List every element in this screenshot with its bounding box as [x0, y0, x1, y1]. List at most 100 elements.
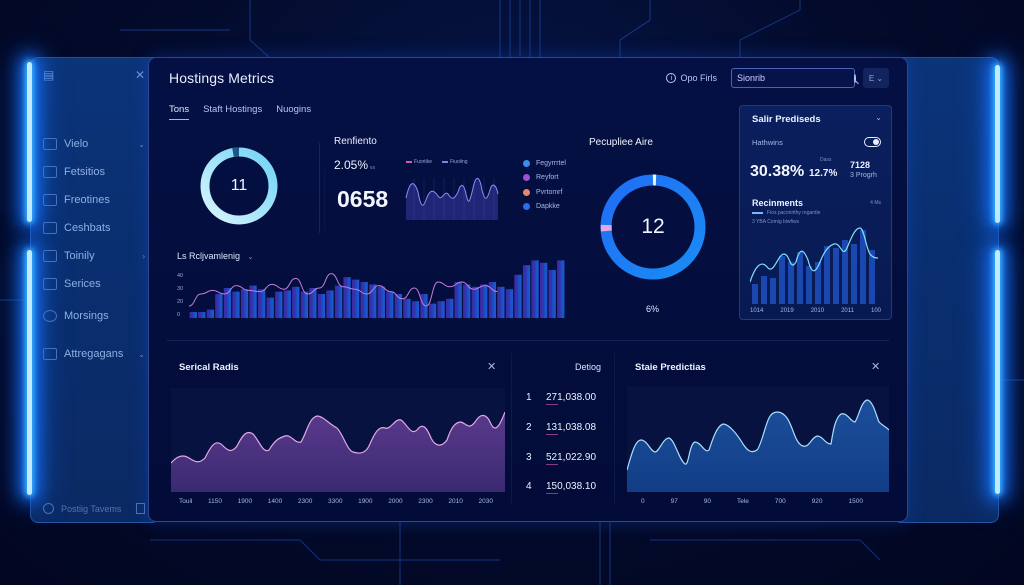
search-box[interactable]: [731, 68, 856, 88]
section-right-label: 4 Ms: [870, 200, 881, 206]
bar: [240, 289, 249, 318]
sidebar-item-ceshbats[interactable]: Ceshbats: [43, 214, 145, 242]
sidebar-footer[interactable]: Postiig Tavems: [43, 503, 145, 514]
chevron-down-icon[interactable]: ⌄: [138, 139, 145, 149]
rendimiento-card: Renfiento 2.05% vs 0658 Fuortike Fiuoling: [326, 136, 576, 231]
x-tick: 1900: [358, 498, 373, 505]
legend-item: Pvrtomrf: [523, 185, 566, 200]
close-icon[interactable]: ✕: [487, 361, 497, 373]
x-tick: 700: [774, 498, 786, 505]
bar: [454, 282, 462, 318]
x-tick: 1014: [750, 308, 764, 314]
row-rank: 3: [526, 452, 532, 463]
language-dropdown[interactable]: E ⌄: [863, 68, 889, 88]
sidebar-item-label: Morsings: [64, 310, 109, 322]
bar: [275, 291, 283, 318]
right-label: 3 Progrh: [850, 172, 877, 179]
row-value: 521,022.90: [546, 452, 597, 465]
bar: [488, 282, 496, 318]
legend-label: Fiuoling: [450, 159, 468, 165]
sidebar-item-toinily[interactable]: Toinily ›: [43, 242, 145, 270]
language-label: E: [868, 73, 875, 83]
bar: [480, 284, 488, 318]
rendimiento-percent: 2.05% vs: [334, 158, 375, 172]
gear-icon: [43, 348, 57, 360]
bar: [531, 260, 539, 318]
bar: [206, 309, 214, 318]
mini-chart-legend: Fuortike Fiuoling: [406, 159, 468, 165]
chevron-down-icon[interactable]: ⌄: [138, 349, 145, 359]
chevron-down-icon[interactable]: ⌄: [875, 113, 882, 122]
tab-tons[interactable]: Tons: [169, 104, 190, 120]
section-title: Recinments: [752, 198, 804, 208]
bar: [437, 301, 445, 318]
bar: [540, 262, 548, 318]
bar: [292, 286, 300, 318]
bar: [189, 312, 197, 318]
x-tick: Tele: [736, 498, 749, 505]
x-tick: 100: [870, 308, 881, 314]
search-input[interactable]: [737, 73, 854, 83]
x-tick: 920: [811, 498, 823, 505]
chevron-down-icon: ⌄: [247, 254, 254, 261]
main-window: Hostings Metrics Tons Staft Hostings Nuo…: [148, 57, 908, 522]
left-glow-bar-bottom: [27, 250, 32, 495]
x-tick: Touil: [179, 498, 193, 505]
legend-line: [752, 212, 763, 214]
bar: [198, 312, 206, 318]
x-tick: 2010: [810, 308, 825, 314]
sidebar-item-morsings[interactable]: Morsings: [43, 302, 145, 330]
right-side-panel: [893, 57, 999, 523]
sidebar-item-fetsitios[interactable]: Fetsitios: [43, 158, 145, 186]
info-icon: i: [666, 73, 677, 83]
close-icon[interactable]: ✕: [871, 361, 881, 373]
bar: [334, 285, 343, 318]
list-item[interactable]: 1 271,038.00: [526, 392, 597, 405]
sidebar-item-label: Freotines: [64, 194, 110, 206]
mini-line-chart: [405, 177, 499, 220]
bar: [283, 290, 291, 318]
sidebar-item-freotines[interactable]: Freotines: [43, 186, 145, 214]
tab-bar: Tons Staft Hostings Nuogins: [169, 104, 311, 120]
legend-item: Fuortike: [406, 159, 432, 165]
bar: [548, 270, 556, 318]
bar: [463, 284, 471, 318]
x-tick: 1400: [267, 498, 283, 505]
tab-nuogins[interactable]: Nuogins: [276, 104, 312, 115]
divider: [511, 353, 512, 503]
row-value: 271,038.00: [546, 392, 597, 405]
chevron-right-icon[interactable]: ›: [142, 251, 145, 261]
help-link[interactable]: i Opo Firls: [666, 73, 717, 83]
percent-value: 2.05%: [334, 158, 369, 172]
mid-label: Dass: [820, 157, 832, 163]
page-title: Hostings Metrics: [169, 70, 275, 86]
sidebar-item-attregagans[interactable]: Attregagans ⌄: [43, 340, 145, 368]
toggle-switch[interactable]: [864, 137, 881, 147]
list-item[interactable]: 2 131,038.08: [526, 422, 596, 435]
bar: [522, 265, 531, 318]
bar: [352, 279, 360, 318]
serical-radis-area-chart: [171, 388, 505, 492]
row-rank: 4: [526, 481, 532, 492]
section-divider: [167, 340, 889, 341]
divider: [324, 170, 325, 230]
bars-panel-dropdown[interactable]: Ls Rcljvamlenig ⌄: [177, 251, 253, 261]
list-item[interactable]: 4 150,038.10: [526, 481, 596, 494]
settings-circle-icon: [43, 503, 54, 514]
bar: [343, 277, 351, 318]
sidebar-item-serices[interactable]: Serices: [43, 270, 145, 298]
close-icon[interactable]: ✕: [134, 68, 145, 82]
document-icon[interactable]: [136, 503, 145, 514]
sidebar-item-vielo[interactable]: Vielo ⌄: [43, 130, 145, 158]
recinments-x-axis: 1014 2019 2010 2011 100: [750, 308, 881, 314]
sidebar-item-label: Fetsitios: [64, 166, 105, 178]
layout-icon[interactable]: ▤: [43, 68, 55, 82]
legend-item: Fegyrrrtel: [523, 156, 566, 171]
stale-predictions-x-axis: 0 97 90 Tele 700 920 1500: [641, 498, 863, 505]
legend-label: Fegyrrrtel: [536, 159, 566, 167]
bars-panel-title: Ls Rcljvamlenig: [177, 251, 241, 261]
tab-staft-hostings[interactable]: Staft Hostings: [203, 104, 263, 115]
list-item[interactable]: 3 521,022.90: [526, 452, 597, 465]
search-icon[interactable]: [854, 73, 856, 83]
chart-legend: Fegyrrrtel Reyfort Pvrtomrf Dapkke: [523, 156, 566, 214]
